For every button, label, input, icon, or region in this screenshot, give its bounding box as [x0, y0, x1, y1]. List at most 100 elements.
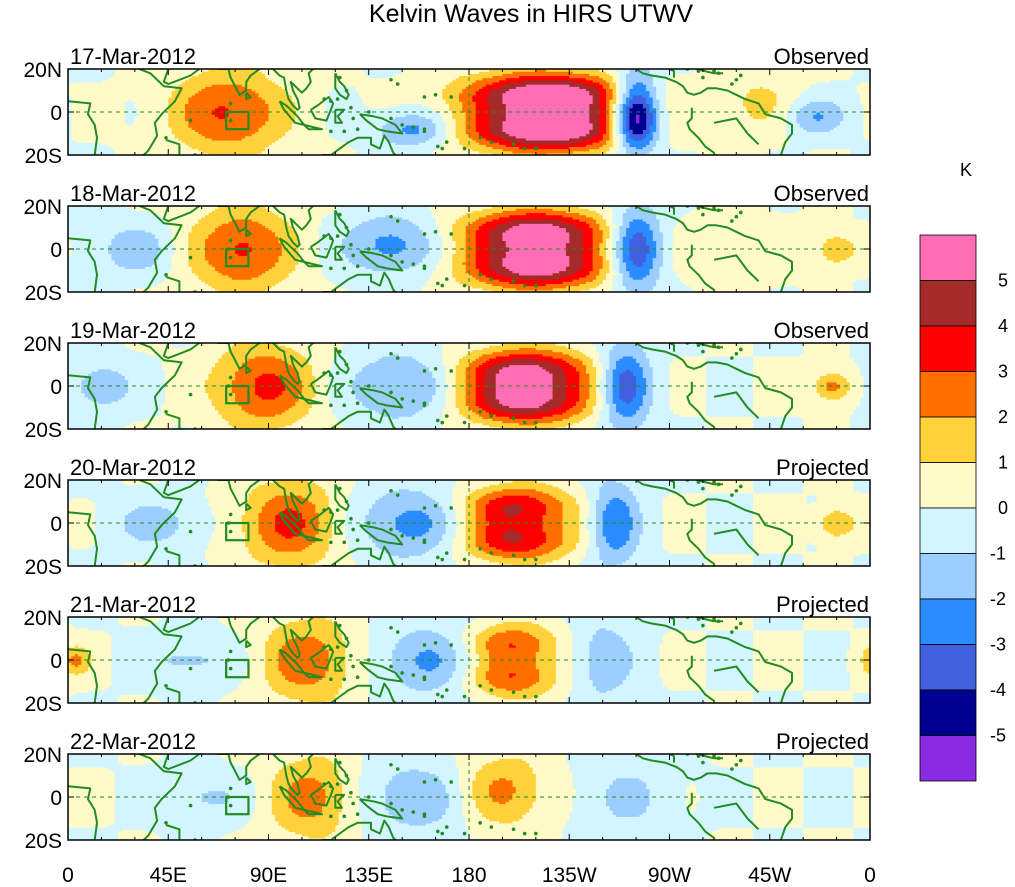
heatmap-cell	[465, 150, 470, 154]
heatmap-cell	[616, 139, 620, 143]
heatmap-cell	[208, 116, 213, 120]
heatmap-cell	[542, 133, 547, 137]
heatmap-cell	[255, 118, 260, 122]
heatmap-cell	[849, 112, 854, 115]
heatmap-cell	[88, 142, 92, 145]
heatmap-cell	[819, 129, 824, 132]
heatmap-cell	[311, 139, 316, 143]
heatmap-cell	[712, 137, 717, 141]
heatmap-cell	[689, 152, 694, 155]
heatmap-cell	[823, 139, 828, 143]
heatmap-cell	[378, 114, 383, 117]
heatmap-cell	[295, 144, 300, 147]
heatmap-cell	[74, 131, 79, 135]
heatmap-cell	[866, 118, 870, 122]
heatmap-cell	[569, 142, 574, 145]
heatmap-cell	[178, 109, 183, 113]
heatmap-cell	[428, 150, 433, 154]
heatmap-cell	[565, 118, 570, 122]
heatmap-cell	[338, 152, 343, 155]
heatmap-cell	[669, 142, 674, 145]
heatmap-cell	[545, 131, 550, 135]
heatmap-cell	[803, 142, 808, 145]
heatmap-cell	[843, 129, 848, 132]
heatmap-cell	[168, 148, 173, 152]
heatmap-cell	[238, 139, 243, 143]
heatmap-cell	[208, 144, 213, 147]
heatmap-cell	[522, 139, 527, 143]
heatmap-cell	[342, 112, 346, 115]
heatmap-cell	[392, 133, 397, 137]
heatmap-cell	[773, 112, 778, 115]
heatmap-cell	[542, 112, 547, 115]
heatmap-cell	[495, 114, 500, 117]
heatmap-cell	[743, 112, 747, 115]
heatmap-cell	[482, 114, 487, 117]
heatmap-cell	[318, 116, 323, 120]
heatmap-cell	[572, 135, 577, 139]
heatmap-cell	[158, 144, 163, 147]
heatmap-cell	[599, 124, 604, 128]
heatmap-cell	[866, 127, 870, 130]
heatmap-cell	[806, 148, 811, 152]
heatmap-cell	[796, 114, 801, 117]
heatmap-cell	[746, 146, 751, 150]
heatmap-cell	[846, 135, 851, 139]
heatmap-cell	[612, 137, 617, 141]
heatmap-cell	[81, 137, 86, 141]
heatmap-cell	[78, 118, 82, 122]
heatmap-cell	[759, 116, 764, 120]
heatmap-cell	[321, 142, 326, 145]
heatmap-cell	[241, 133, 246, 137]
heatmap-cell	[221, 109, 226, 113]
heatmap-cell	[666, 142, 671, 145]
heatmap-cell	[372, 127, 377, 130]
heatmap-cell	[656, 152, 661, 155]
heatmap-cell	[261, 118, 266, 122]
heatmap-cell	[198, 118, 203, 122]
heatmap-cell	[542, 137, 547, 141]
heatmap-cell	[118, 139, 123, 143]
heatmap-cell	[535, 150, 540, 154]
heatmap-cell	[726, 127, 731, 130]
heatmap-cell	[602, 122, 607, 126]
heatmap-cell	[495, 135, 500, 139]
heatmap-cell	[863, 152, 868, 155]
heatmap-cell	[479, 133, 483, 137]
heatmap-cell	[609, 109, 614, 113]
heatmap-cell	[208, 114, 213, 117]
heatmap-cell	[682, 127, 687, 130]
heatmap-cell	[773, 135, 778, 139]
heatmap-cell	[462, 109, 467, 113]
heatmap-cell	[382, 112, 387, 115]
heatmap-cell	[686, 148, 691, 152]
heatmap-cell	[692, 139, 697, 143]
heatmap-cell	[201, 148, 206, 152]
heatmap-cell	[639, 152, 644, 155]
heatmap-cell	[285, 129, 290, 132]
heatmap-cell	[642, 150, 647, 154]
heatmap-cell	[579, 137, 584, 141]
heatmap-cell	[238, 148, 243, 152]
heatmap-cell	[205, 133, 209, 137]
heatmap-cell	[753, 120, 757, 124]
heatmap-cell	[425, 146, 430, 150]
heatmap-cell	[458, 137, 463, 141]
heatmap-cell	[682, 152, 687, 155]
heatmap-cell	[268, 152, 273, 155]
heatmap-cell	[228, 129, 233, 132]
heatmap-cell	[438, 127, 443, 130]
heatmap-cell	[595, 114, 600, 117]
heatmap-cell	[74, 109, 79, 113]
heatmap-cell	[68, 148, 72, 152]
heatmap-cell	[285, 124, 290, 128]
heatmap-cell	[201, 124, 206, 128]
heatmap-cell	[736, 146, 741, 150]
heatmap-cell	[469, 127, 473, 130]
heatmap-cell	[753, 152, 757, 155]
heatmap-cell	[712, 124, 717, 128]
heatmap-cell	[552, 131, 557, 135]
heatmap-cell	[221, 135, 226, 139]
heatmap-cell	[118, 127, 123, 130]
heatmap-cell	[522, 124, 527, 128]
